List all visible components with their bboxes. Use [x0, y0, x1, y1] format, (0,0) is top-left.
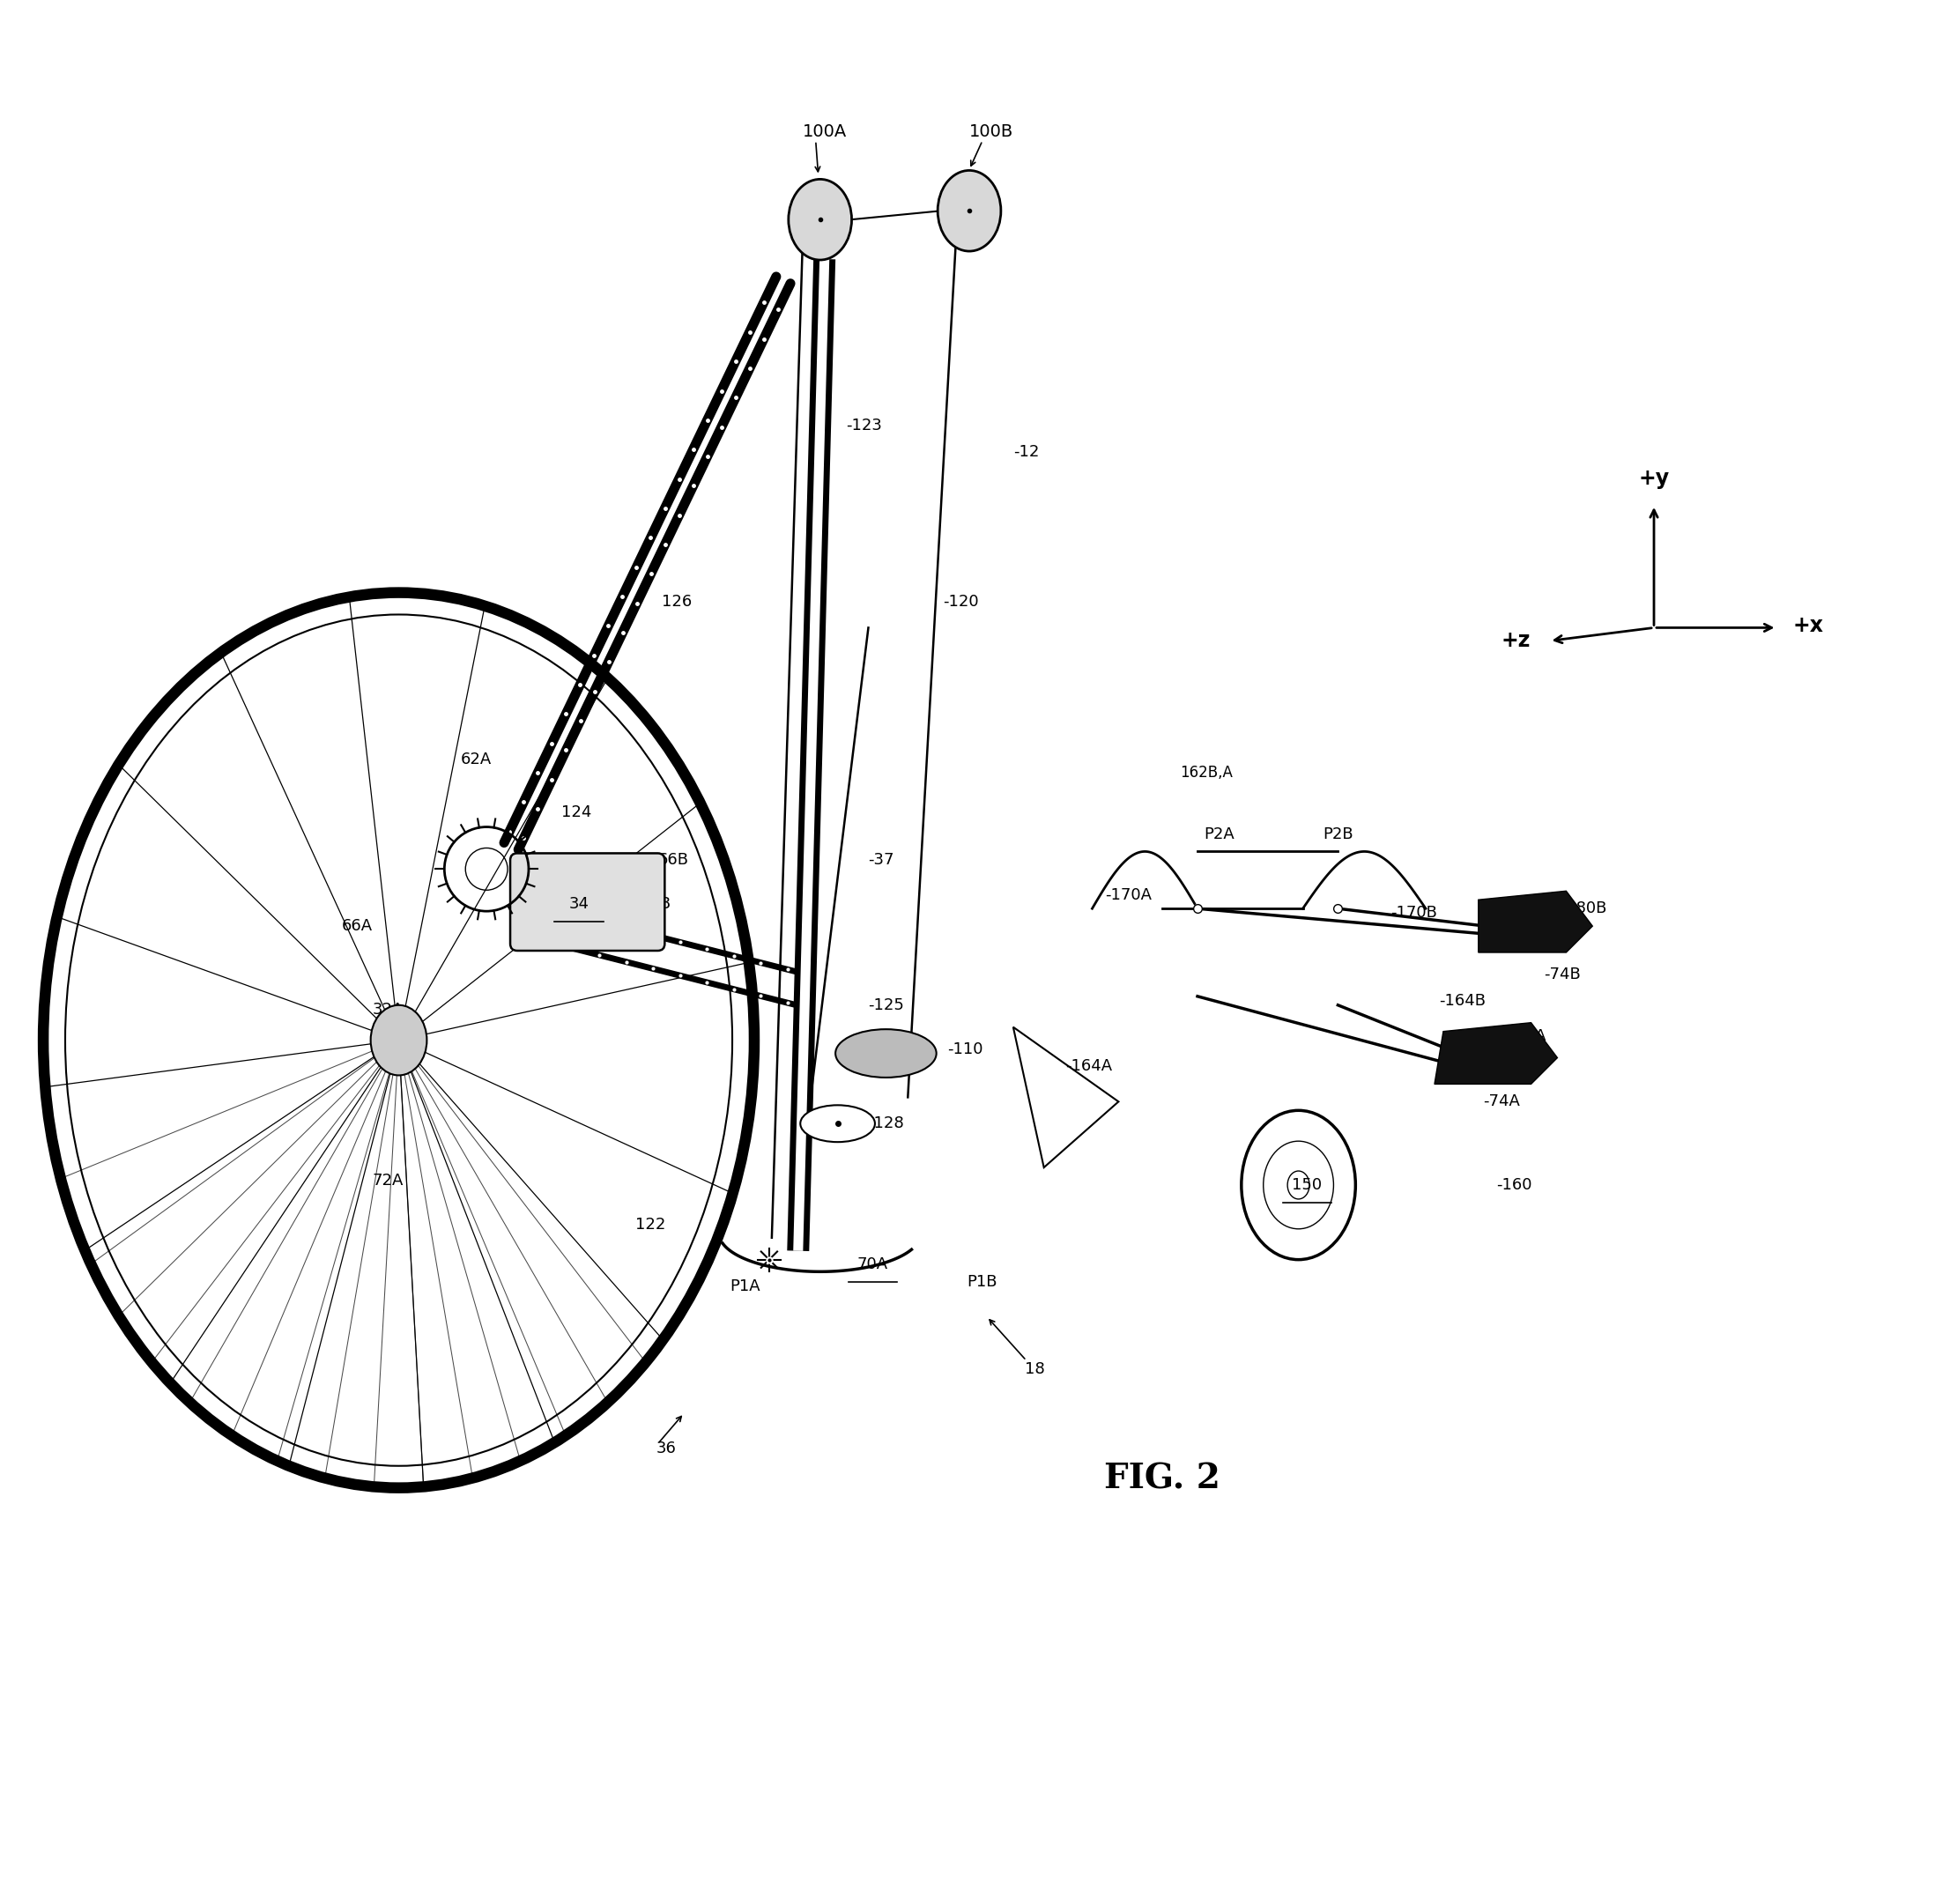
Text: -170B: -170B — [1390, 904, 1437, 922]
Text: -110: -110 — [948, 1041, 983, 1057]
Text: P2A: P2A — [1205, 826, 1234, 842]
Text: -164B: -164B — [1439, 992, 1486, 1009]
Text: 100B: 100B — [969, 124, 1014, 141]
Text: -123: -123 — [846, 417, 883, 434]
Text: P1A: P1A — [729, 1278, 760, 1295]
Ellipse shape — [938, 171, 1000, 251]
Text: 32A: 32A — [372, 1002, 404, 1017]
Text: -74B: -74B — [1544, 967, 1581, 982]
Text: 34: 34 — [569, 897, 589, 912]
Polygon shape — [1435, 1022, 1558, 1083]
Text: -164A: -164A — [1067, 1059, 1113, 1074]
Text: 66A: 66A — [341, 918, 372, 935]
Text: P1B: P1B — [967, 1274, 998, 1289]
Polygon shape — [1478, 891, 1593, 952]
Text: 100A: 100A — [801, 124, 846, 141]
Text: +z: +z — [1502, 630, 1531, 651]
Ellipse shape — [788, 179, 852, 261]
Text: 162B,A: 162B,A — [1180, 765, 1232, 781]
Ellipse shape — [370, 1005, 427, 1076]
Ellipse shape — [835, 1030, 936, 1078]
Text: 124: 124 — [562, 803, 591, 821]
Text: -160: -160 — [1496, 1177, 1531, 1194]
Text: 72A: 72A — [372, 1173, 404, 1188]
Text: +x: +x — [1792, 615, 1823, 636]
FancyBboxPatch shape — [511, 853, 665, 950]
Text: -128: -128 — [868, 1116, 905, 1131]
Text: -125: -125 — [868, 998, 905, 1013]
Text: -170A: -170A — [1106, 887, 1152, 902]
Text: -80B: -80B — [1570, 901, 1607, 916]
Text: -12: -12 — [1014, 444, 1039, 461]
Text: P2B: P2B — [1322, 826, 1353, 842]
Text: 70A: 70A — [858, 1257, 887, 1272]
Text: 62A: 62A — [460, 752, 491, 767]
Text: -120: -120 — [944, 594, 979, 609]
Text: -37: -37 — [868, 853, 895, 868]
Text: 122: 122 — [636, 1217, 667, 1232]
Text: 150: 150 — [1293, 1177, 1322, 1194]
Ellipse shape — [799, 1104, 876, 1142]
Text: 66B: 66B — [657, 853, 688, 868]
Text: -80A: -80A — [1509, 1028, 1546, 1043]
Text: FIG. 2: FIG. 2 — [1104, 1462, 1221, 1497]
Text: 62B: 62B — [640, 897, 671, 912]
Text: 18: 18 — [1026, 1361, 1045, 1377]
Text: 126: 126 — [663, 594, 692, 609]
Text: -74A: -74A — [1482, 1093, 1519, 1110]
Text: +y: +y — [1638, 468, 1669, 489]
Text: 36: 36 — [657, 1441, 677, 1457]
